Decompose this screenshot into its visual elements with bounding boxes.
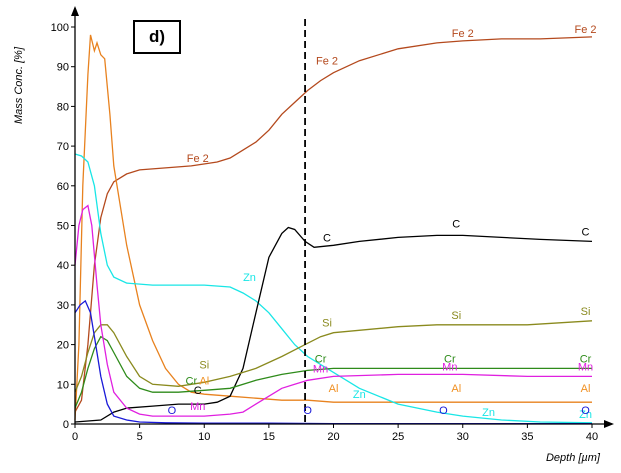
series-label-o: O xyxy=(581,405,590,417)
x-tick-label: 0 xyxy=(72,431,78,443)
series-line-o-1 xyxy=(74,34,592,421)
x-tick-label: 40 xyxy=(586,431,598,443)
series-label-c: C xyxy=(452,218,460,230)
series-label-cr: Cr xyxy=(186,375,198,387)
x-tick-label: 5 xyxy=(137,431,143,443)
x-tick-label: 10 xyxy=(198,431,210,443)
x-axis-title: Depth [µm] xyxy=(546,452,601,464)
series-label-al: Al xyxy=(581,383,591,395)
y-tick-label: 90 xyxy=(57,62,69,74)
y-tick-label: 20 xyxy=(57,340,69,352)
y-axis-title: Mass Conc. [%] xyxy=(13,46,25,124)
x-tick-label: 30 xyxy=(457,431,469,443)
series-label-zn: Zn xyxy=(243,272,256,284)
y-tick-label: 70 xyxy=(57,141,69,153)
series-label-c: C xyxy=(194,385,202,397)
series-label-si: Si xyxy=(322,318,332,330)
series-label-c: C xyxy=(582,226,590,238)
panel-label: d) xyxy=(133,20,181,54)
x-tick-label: 20 xyxy=(327,431,339,443)
y-tick-label: 50 xyxy=(57,221,69,233)
series-label-zn: Zn xyxy=(353,389,366,401)
x-tick-label: 35 xyxy=(521,431,533,443)
series-label-mn: Mn xyxy=(578,361,593,373)
series-line-cr-5 xyxy=(74,335,592,409)
series-label-al: Al xyxy=(329,383,339,395)
x-axis-arrow-icon xyxy=(604,420,614,428)
y-tick-label: 80 xyxy=(57,101,69,113)
y-tick-label: 10 xyxy=(57,379,69,391)
series-line-zn-2 xyxy=(74,153,593,424)
series-label-cr: Cr xyxy=(580,353,592,365)
x-tick-label: 15 xyxy=(263,431,275,443)
x-tick-label: 25 xyxy=(392,431,404,443)
series-label-mn: Mn xyxy=(313,363,328,375)
series-label-o: O xyxy=(439,405,448,417)
series-line-c-3 xyxy=(74,226,593,423)
series-label-o: O xyxy=(168,405,177,417)
y-axis-arrow-icon xyxy=(71,6,79,16)
series-layer xyxy=(74,34,593,425)
series-label-cr: Cr xyxy=(315,353,327,365)
series-label-si: Si xyxy=(199,359,209,371)
series-line-o-8 xyxy=(74,299,592,425)
series-label-mn: Mn xyxy=(190,401,205,413)
series-label-fe2: Fe 2 xyxy=(316,56,338,68)
series-label-zn: Zn xyxy=(579,409,592,421)
series-label-fe2: Fe 2 xyxy=(187,153,209,165)
series-label-al: Al xyxy=(451,383,461,395)
series-label-o: O xyxy=(303,405,312,417)
series-label-al: Al xyxy=(199,375,209,387)
y-tick-label: 100 xyxy=(51,22,69,34)
series-label-zn: Zn xyxy=(482,407,495,419)
series-label-fe2: Fe 2 xyxy=(452,28,474,40)
series-label-mn: Mn xyxy=(442,361,457,373)
series-label-c: C xyxy=(323,232,331,244)
y-tick-label: 30 xyxy=(57,300,69,312)
series-label-si: Si xyxy=(581,306,591,318)
series-label-si: Si xyxy=(451,310,461,322)
y-tick-label: 60 xyxy=(57,181,69,193)
series-line-si-4 xyxy=(74,320,593,393)
series-line-mn-7 xyxy=(74,204,592,417)
series-line-fe2-0 xyxy=(74,36,593,413)
axes: 0 10 20 30 40 50 60 70 80 90 100 0 5 10 15 20 25 30 35 40 Ma… xyxy=(13,6,614,464)
series-label-fe2: Fe 2 xyxy=(575,24,597,36)
series-label-cr: Cr xyxy=(444,353,456,365)
y-tick-label: 40 xyxy=(57,260,69,272)
y-tick-label: 0 xyxy=(63,419,69,431)
